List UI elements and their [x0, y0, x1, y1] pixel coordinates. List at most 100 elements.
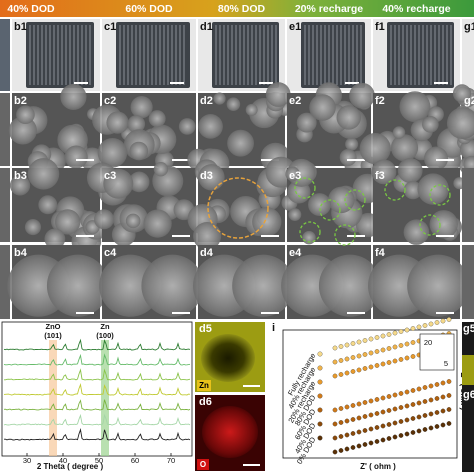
eis-point	[422, 323, 428, 328]
label-box	[197, 380, 211, 391]
eis-point	[386, 436, 392, 441]
eis-point	[368, 412, 374, 418]
eis-point	[368, 336, 374, 342]
eis-point	[434, 424, 440, 429]
panel-label: g1	[464, 21, 474, 33]
zno-band	[49, 340, 57, 456]
eis-point	[404, 355, 410, 361]
eis-point	[344, 418, 350, 424]
xrd-trace	[3, 383, 191, 396]
sem-grain	[16, 105, 35, 125]
eis-point	[338, 406, 344, 411]
eis-point	[434, 410, 440, 415]
x-tick-label: 40	[59, 456, 67, 465]
eis-point	[440, 408, 446, 414]
eis-point	[422, 385, 428, 390]
eis-point	[362, 366, 368, 371]
sem-grain	[227, 129, 254, 157]
sem-grain	[24, 219, 42, 236]
eis-point	[338, 358, 344, 363]
eis-point	[416, 386, 422, 392]
sem-grain	[417, 173, 449, 205]
sem-grain	[339, 148, 357, 166]
eis-point	[404, 389, 410, 395]
eis-point	[410, 388, 416, 393]
highlight	[294, 177, 316, 199]
sem-grain	[429, 210, 458, 239]
sem-grain	[403, 219, 430, 245]
sem-grain	[193, 221, 222, 251]
xrd-trace	[3, 338, 191, 351]
eis-point	[380, 361, 386, 367]
eis-point	[374, 349, 380, 354]
sem-grain	[392, 126, 406, 139]
sem-grain	[106, 111, 129, 134]
eis-point	[386, 394, 392, 399]
eis-point	[332, 345, 338, 351]
eis-point	[428, 425, 434, 431]
panel-label: i	[272, 322, 275, 334]
eis-point	[356, 401, 362, 407]
eis-point	[404, 327, 410, 333]
xrd-x-label: 2 Theta ( degree )	[37, 462, 104, 471]
sem-grain	[359, 133, 391, 165]
xrd-frame	[1, 321, 193, 457]
eis-point	[368, 350, 374, 356]
sem-grain	[345, 137, 359, 151]
sem-grain	[423, 146, 449, 171]
sem-grain	[285, 166, 300, 182]
panel-label: f2	[375, 95, 385, 107]
eis-point	[362, 352, 368, 357]
eis-point	[374, 397, 380, 402]
highlight	[419, 214, 441, 236]
panel-label: d5	[199, 323, 212, 335]
panel-label: c3	[104, 170, 116, 182]
eis-point	[374, 335, 380, 340]
sem-grain	[153, 162, 169, 177]
eis-marker	[317, 407, 323, 413]
eis-marker	[317, 379, 323, 385]
eis-point	[410, 326, 416, 331]
element-label: Zn	[199, 381, 209, 390]
sem-grain	[60, 83, 87, 111]
sem-grain	[265, 82, 291, 107]
sem-grain	[349, 82, 375, 109]
eis-point	[410, 340, 416, 345]
eis-point	[350, 341, 356, 346]
panel-label: e4	[289, 247, 302, 259]
eds-zn-particle	[201, 334, 255, 382]
eis-point	[398, 357, 404, 362]
panel-label: g6	[463, 389, 474, 401]
panel-label: c1	[104, 21, 116, 33]
panel-label: c4	[104, 247, 117, 259]
sem-grain	[288, 208, 302, 222]
eis-marker	[317, 365, 323, 371]
sem-grain	[390, 134, 419, 162]
eis-point	[386, 332, 392, 337]
eis-point	[386, 408, 392, 413]
panel-label: b4	[14, 247, 28, 259]
eis-point	[350, 369, 356, 374]
sem-grain	[128, 171, 150, 193]
inset-tick: 5	[444, 359, 448, 368]
eis-point	[338, 434, 344, 439]
eis-point	[332, 421, 338, 427]
eis-point	[338, 448, 344, 453]
sem-grain	[27, 158, 60, 190]
eis-point	[386, 422, 392, 427]
eis-point	[434, 396, 440, 401]
inset-frame	[419, 333, 455, 371]
sem-grain	[141, 254, 204, 317]
sem-grain	[198, 164, 225, 191]
sem-grain	[446, 107, 474, 140]
sem-grain	[64, 145, 88, 169]
eis-marker	[317, 393, 323, 399]
eis-point	[422, 399, 428, 404]
eis-point	[410, 354, 416, 359]
header-label: 80% DOD	[218, 3, 266, 15]
eis-point	[434, 320, 440, 325]
eis-point	[404, 341, 410, 347]
eis-point	[332, 407, 338, 413]
panel-label: b3	[14, 170, 27, 182]
panel-label: g2	[464, 95, 474, 107]
